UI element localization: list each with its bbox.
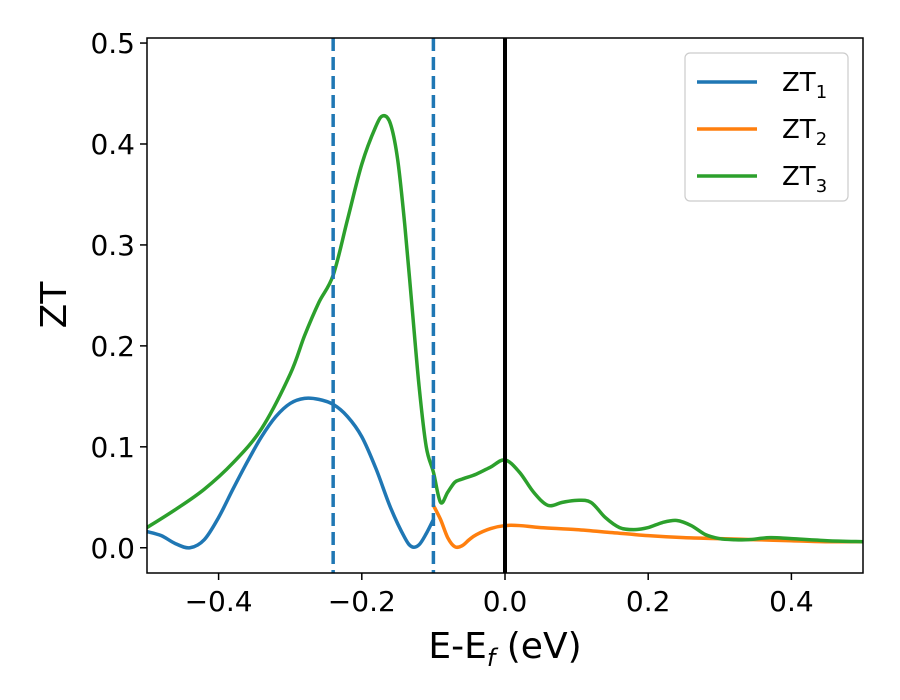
y-tick-label-4: 0.4: [90, 128, 135, 161]
x-tick-label-0: −0.4: [185, 585, 253, 618]
x-axis-label: E-Ef (eV): [428, 626, 581, 672]
legend-box: [684, 52, 849, 202]
x-axis-label-main: E-E: [428, 626, 486, 667]
legend-label-zt3: ZT3: [782, 162, 827, 197]
x-tick-label-1: −0.2: [328, 585, 396, 618]
series-line-zt1: [147, 396, 436, 550]
legend: ZT1 ZT2 ZT3: [684, 52, 849, 202]
legend-label-zt2: ZT2: [782, 115, 827, 150]
y-tick-label-1: 0.1: [90, 431, 135, 464]
y-tick-label-2: 0.2: [90, 330, 135, 363]
legend-label-zt1: ZT1: [782, 68, 827, 103]
x-tick-label-2: 0.0: [483, 585, 528, 618]
x-axis-label-unit: (eV): [495, 626, 581, 667]
y-tick-label-5: 0.5: [90, 27, 135, 60]
y-tick-label-0: 0.0: [90, 532, 135, 565]
x-tick-label-4: 0.4: [769, 585, 814, 618]
x-tick-label-3: 0.2: [626, 585, 671, 618]
y-tick-label-3: 0.3: [90, 229, 135, 262]
plot-area: [147, 38, 863, 573]
axis-ticks: −0.4 −0.2 0.0 0.2 0.4 0.0 0.1 0.2 0.3 0.4 0.5: [90, 27, 813, 618]
y-axis-label: ZT: [34, 281, 75, 329]
